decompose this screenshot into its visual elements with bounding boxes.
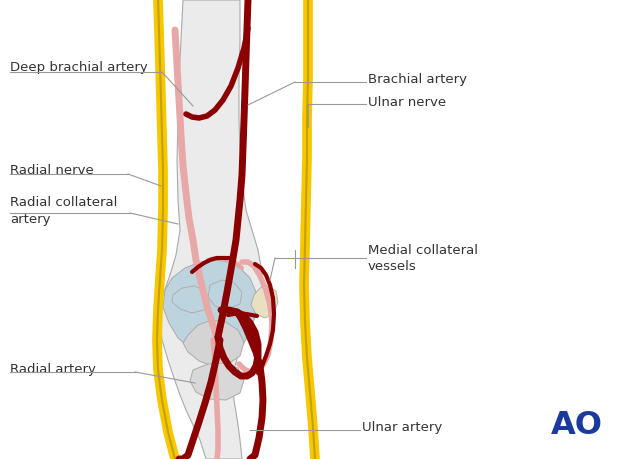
Text: Radial collateral: Radial collateral	[10, 196, 117, 209]
Text: Radial nerve: Radial nerve	[10, 164, 94, 178]
Text: vessels: vessels	[368, 261, 417, 274]
Polygon shape	[208, 280, 242, 309]
Polygon shape	[160, 0, 262, 459]
Text: Ulnar nerve: Ulnar nerve	[368, 95, 446, 108]
Text: AO: AO	[551, 409, 603, 441]
Text: artery: artery	[10, 213, 50, 226]
Polygon shape	[183, 320, 244, 366]
Polygon shape	[172, 286, 208, 313]
Text: Ulnar artery: Ulnar artery	[362, 421, 442, 435]
Text: Radial artery: Radial artery	[10, 363, 96, 375]
Polygon shape	[163, 260, 256, 356]
Polygon shape	[190, 363, 244, 400]
Text: Brachial artery: Brachial artery	[368, 73, 467, 86]
Text: Deep brachial artery: Deep brachial artery	[10, 62, 148, 74]
Polygon shape	[251, 286, 278, 318]
Text: Medial collateral: Medial collateral	[368, 244, 478, 257]
